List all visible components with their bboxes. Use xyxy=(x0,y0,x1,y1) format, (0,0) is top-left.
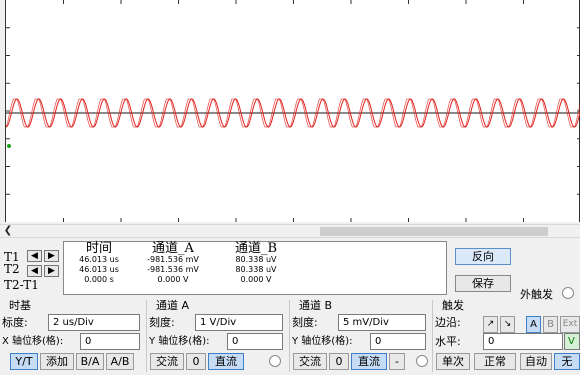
channel-b-ac-button[interactable]: 交流 xyxy=(293,353,327,370)
falling-edge-icon[interactable]: ↘ xyxy=(500,316,515,333)
channel-a-panel: 通道 A 刻度: 1 V/Div Y 轴位移(格): 0 交流 0 直流 xyxy=(147,298,289,375)
channel-b-scale-label: 刻度: xyxy=(292,316,318,329)
left-arrow-icon[interactable]: ◀ xyxy=(27,250,42,262)
channel-a-trace-shadow xyxy=(6,98,580,128)
time-diff: 0.000 s xyxy=(84,275,114,284)
trigger-title: 触发 xyxy=(442,299,464,312)
channel-a-diff: 0.000 V xyxy=(157,275,189,284)
channel-b-diff: 0.000 V xyxy=(240,275,272,284)
ext-trigger-radio[interactable] xyxy=(562,287,574,299)
channel-b-column: 通道_B 80.338 uV 80.338 uV 0.000 V xyxy=(216,242,296,285)
cursor-t2t1-label: T2-T1 xyxy=(4,278,39,292)
trigger-source-b-button[interactable]: B xyxy=(543,316,558,333)
scroll-thumb[interactable] xyxy=(320,227,548,236)
divider xyxy=(432,300,433,372)
reverse-button[interactable]: 反向 xyxy=(455,248,511,265)
channel-a-t1: -981.536 mV xyxy=(147,255,199,264)
channel-a-scale-input[interactable]: 1 V/Div xyxy=(195,314,283,331)
cursor-marker xyxy=(7,144,11,148)
channel-a-radio[interactable] xyxy=(269,355,281,367)
divider xyxy=(146,300,147,372)
channel-b-ypos-input[interactable]: 0 xyxy=(370,333,426,350)
channel-a-dc-button[interactable]: 直流 xyxy=(208,353,244,370)
channel-a-title: 通道 A xyxy=(156,299,190,312)
ab-button[interactable]: A/B xyxy=(106,353,134,370)
cursor-t1-arrows: ◀ ▶ xyxy=(27,250,59,262)
ext-trigger-label: 外触发 xyxy=(520,288,553,301)
time-t1: 46.013 us xyxy=(79,255,119,264)
right-arrow-icon[interactable]: ▶ xyxy=(44,250,59,262)
channel-b-scale-input[interactable]: 5 mV/Div xyxy=(338,314,426,331)
channel-b-t1: 80.338 uV xyxy=(235,255,277,264)
channel-b-header: 通道_B xyxy=(234,241,278,256)
channel-a-trace xyxy=(6,98,580,128)
scroll-left-icon[interactable]: ❮ xyxy=(3,225,13,236)
trigger-source-ext-button[interactable]: Ext xyxy=(560,316,580,333)
timebase-title: 时基 xyxy=(9,299,31,312)
timebase-xpos-input[interactable]: 0 xyxy=(80,333,140,350)
time-header: 时间 xyxy=(85,241,112,256)
cursor-t2-arrows: ◀ ▶ xyxy=(27,265,59,277)
cursor-t2-label: T2 xyxy=(4,262,20,276)
time-t2: 46.013 us xyxy=(79,265,119,274)
channel-a-t2: -981.536 mV xyxy=(147,265,199,274)
ba-button[interactable]: B/A xyxy=(76,353,104,370)
channel-a-ypos-label: Y 轴位移(格): xyxy=(149,336,210,347)
single-button[interactable]: 单次 xyxy=(436,353,470,370)
trigger-level-label: 水平: xyxy=(435,335,461,348)
time-column: 时间 46.013 us 46.013 us 0.000 s xyxy=(64,242,134,285)
horizontal-scrollbar[interactable]: ❮ xyxy=(0,224,580,238)
scope-display xyxy=(5,0,580,222)
save-button[interactable]: 保存 xyxy=(455,275,511,292)
channel-b-ypos-label: Y 轴位移(格): xyxy=(292,336,353,347)
channel-a-ypos-input[interactable]: 0 xyxy=(227,333,283,350)
left-arrow-icon[interactable]: ◀ xyxy=(27,265,42,277)
channel-b-panel: 通道 B 刻度: 5 mV/Div Y 轴位移(格): 0 交流 0 直流 - xyxy=(290,298,432,375)
channel-a-zero-button[interactable]: 0 xyxy=(186,353,206,370)
trigger-level-unit: V xyxy=(564,333,580,350)
timebase-panel: 时基 标度: 2 us/Div X 轴位移(格): 0 Y/T 添加 B/A A… xyxy=(0,298,146,375)
trigger-edge-label: 边沿: xyxy=(435,316,461,329)
auto-button[interactable]: 自动 xyxy=(520,353,552,370)
add-button[interactable]: 添加 xyxy=(40,353,74,370)
channel-b-radio[interactable] xyxy=(416,355,428,367)
channel-b-zero-button[interactable]: 0 xyxy=(329,353,349,370)
none-button[interactable]: 无 xyxy=(554,353,580,370)
readout-table: 时间 46.013 us 46.013 us 0.000 s 通道_A -981… xyxy=(63,241,447,295)
yt-button[interactable]: Y/T xyxy=(10,353,38,370)
trigger-level-input[interactable]: 0 xyxy=(483,333,563,350)
divider xyxy=(289,300,290,372)
normal-button[interactable]: 正常 xyxy=(474,353,516,370)
channel-a-ac-button[interactable]: 交流 xyxy=(150,353,184,370)
timebase-scale-label: 标度: xyxy=(2,316,28,329)
channel-a-scale-label: 刻度: xyxy=(149,316,175,329)
right-arrow-icon[interactable]: ▶ xyxy=(44,265,59,277)
cursor-readout: T1 ◀ ▶ T2 ◀ ▶ T2-T1 时间 46.013 us 46.013 … xyxy=(0,239,580,301)
channel-b-minus-button[interactable]: - xyxy=(389,353,405,370)
trigger-source-a-button[interactable]: A xyxy=(526,316,541,333)
channel-a-header: 通道_A xyxy=(152,241,194,256)
cursor-t1-label: T1 xyxy=(4,250,20,264)
channel-b-dc-button[interactable]: 直流 xyxy=(351,353,387,370)
timebase-xpos-label: X 轴位移(格): xyxy=(2,336,64,347)
timebase-scale-input[interactable]: 2 us/Div xyxy=(48,314,140,331)
channel-b-title: 通道 B xyxy=(299,299,333,312)
trigger-panel: 触发 边沿: ↗ ↘ A B Ext 水平: 0 V 单次 正常 自动 无 xyxy=(433,298,580,375)
channel-b-t2: 80.338 uV xyxy=(235,265,277,274)
rising-edge-icon[interactable]: ↗ xyxy=(483,316,498,333)
channel-a-column: 通道_A -981.536 mV -981.536 mV 0.000 V xyxy=(132,242,214,285)
waveform-plot xyxy=(6,0,580,222)
